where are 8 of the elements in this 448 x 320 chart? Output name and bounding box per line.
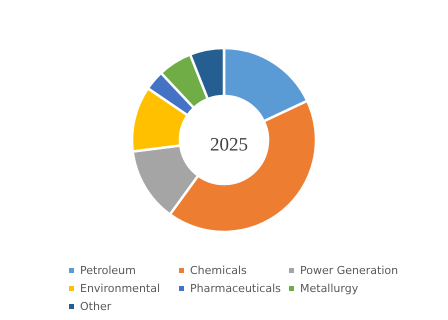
legend-label: Pharmaceuticals <box>190 282 282 295</box>
legend-label: Other <box>80 300 112 313</box>
legend-label: Chemicals <box>190 264 248 277</box>
legend-label: Power Generation <box>300 264 398 277</box>
legend-label: Environmental <box>80 282 160 295</box>
legend-label: Petroleum <box>80 264 136 277</box>
legend-label: Metallurgy <box>300 282 359 295</box>
text: 2025 <box>210 134 248 156</box>
